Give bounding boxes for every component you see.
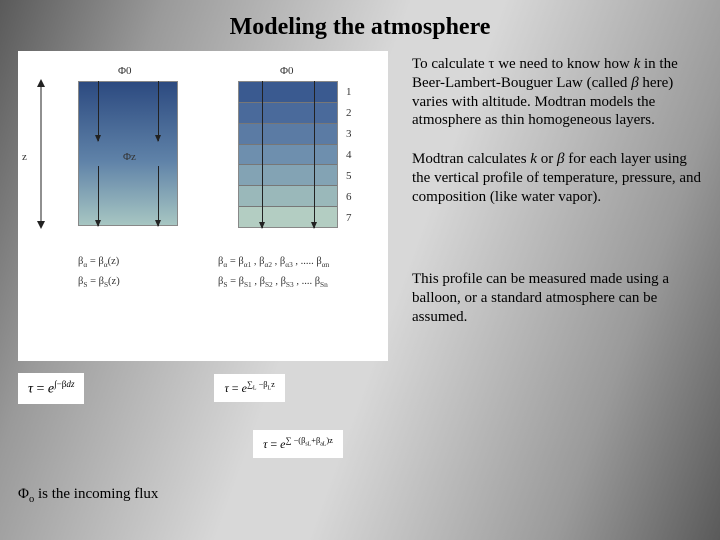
- atmosphere-layer: [239, 124, 337, 145]
- layer-number: 6: [346, 191, 352, 203]
- flux-arrow-cont-4: [158, 166, 159, 226]
- paragraph-1: To calculate τ we need to know how k in …: [412, 55, 702, 130]
- layer-number-labels: 1 2 3 4 5 6 7: [346, 81, 352, 228]
- eq-beta-alpha-layer: βα = βα1 , βα2 , βα3 , ..... βαn: [218, 256, 329, 269]
- flux-arrow-cont-1: [98, 81, 99, 141]
- eq-beta-s-layer: βS = βS1 , βS2 , βS3 , .... βSn: [218, 276, 328, 289]
- paragraph-3: This profile can be measured made using …: [412, 270, 702, 326]
- atmosphere-diagram: z Φ0 Φz 1 2 3 4 5 6 7 Φ0 βα = βα(z) βS = βS(z): [18, 51, 388, 361]
- formula-row-1: τ = e∫−βdz τ = e∑L −βLz: [18, 373, 398, 404]
- layer-number: 7: [346, 212, 352, 224]
- layer-number: 2: [346, 107, 352, 119]
- formula-tau-sum-L: τ = e∑L −βLz: [214, 374, 284, 402]
- formula-tau-sum-sa: τ = e∑ −(βsL+βaL)z: [253, 430, 343, 458]
- flux-arrow-layer-1: [262, 81, 263, 228]
- right-column: To calculate τ we need to know how k in …: [412, 51, 702, 505]
- main-layout: z Φ0 Φz 1 2 3 4 5 6 7 Φ0 βα = βα(z) βS = βS(z): [0, 41, 720, 505]
- z-axis-arrow: [36, 79, 46, 229]
- z-axis-label: z: [22, 151, 27, 163]
- atmosphere-layer: [239, 165, 337, 186]
- layer-number: 5: [346, 170, 352, 182]
- layered-atmosphere: [238, 81, 338, 228]
- atmosphere-layer: [239, 103, 337, 124]
- phi0-left-label: Φ0: [118, 65, 132, 77]
- left-column: z Φ0 Φz 1 2 3 4 5 6 7 Φ0 βα = βα(z) βS = βS(z): [18, 51, 398, 505]
- flux-arrow-layer-2: [314, 81, 315, 228]
- phi-z-label: Φz: [123, 151, 136, 163]
- atmosphere-layer: [239, 207, 337, 227]
- atmosphere-layer: [239, 145, 337, 166]
- page-title: Modeling the atmosphere: [0, 0, 720, 41]
- phi-symbol: Φ: [18, 486, 29, 502]
- paragraph-2: Modtran calculates k or β for each layer…: [412, 150, 702, 206]
- flux-arrow-cont-2: [158, 81, 159, 141]
- flux-arrow-cont-3: [98, 166, 99, 226]
- eq-beta-s-cont: βS = βS(z): [78, 276, 120, 289]
- layer-number: 3: [346, 128, 352, 140]
- layer-number: 4: [346, 149, 352, 161]
- flux-caption: Φo is the incoming flux: [18, 486, 398, 505]
- formula-row-2: τ = e∑ −(βsL+βaL)z: [18, 430, 398, 458]
- eq-beta-alpha-cont: βα = βα(z): [78, 256, 119, 269]
- phi0-right-label: Φ0: [280, 65, 294, 77]
- atmosphere-layer: [239, 186, 337, 207]
- formula-tau-integral: τ = e∫−βdz: [18, 373, 84, 404]
- atmosphere-layer: [239, 82, 337, 103]
- layer-number: 1: [346, 86, 352, 98]
